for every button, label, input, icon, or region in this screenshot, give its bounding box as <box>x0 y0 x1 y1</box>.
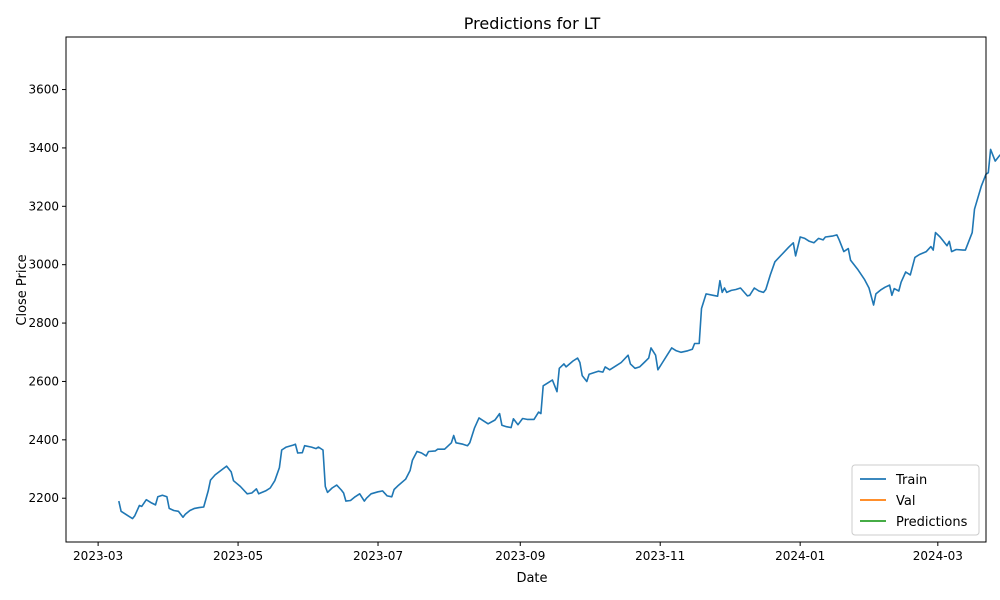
y-tick-label: 3400 <box>28 141 59 155</box>
y-tick-label: 3600 <box>28 83 59 97</box>
legend-label-predictions: Predictions <box>896 515 968 530</box>
y-tick-label: 2400 <box>28 433 59 447</box>
y-axis-title: Close Price <box>15 254 30 325</box>
y-tick-label: 2200 <box>28 491 59 505</box>
legend-box <box>851 464 980 536</box>
y-tick-label: 3000 <box>28 258 59 272</box>
series-line-train <box>118 148 1000 520</box>
x-tick-label: 2023-09 <box>495 549 545 563</box>
x-tick-label: 2023-05 <box>213 549 263 563</box>
plot-lines <box>118 148 1000 520</box>
chart-title: Predictions for LT <box>464 14 601 33</box>
legend: Train Val Predictions <box>851 464 980 536</box>
x-tick-label: 2023-07 <box>353 549 403 563</box>
x-axis-ticks: 2023-03 2023-05 2023-07 2023-09 2023-11 2024-… <box>73 542 963 563</box>
x-tick-label: 2023-11 <box>635 549 685 563</box>
x-axis-title: Date <box>516 571 547 586</box>
legend-label-train: Train <box>895 473 927 488</box>
x-tick-label: 2024-01 <box>775 549 825 563</box>
x-tick-label: 2023-03 <box>73 549 123 563</box>
y-tick-label: 3200 <box>28 199 59 213</box>
x-tick-label: 2024-03 <box>913 549 963 563</box>
y-axis-ticks: 2200 2400 2600 2800 3000 3200 3400 3600 <box>28 83 66 505</box>
legend-label-val: Val <box>896 494 915 509</box>
y-tick-label: 2600 <box>28 374 59 388</box>
plot-area-frame <box>65 36 987 543</box>
y-tick-label: 2800 <box>28 316 59 330</box>
